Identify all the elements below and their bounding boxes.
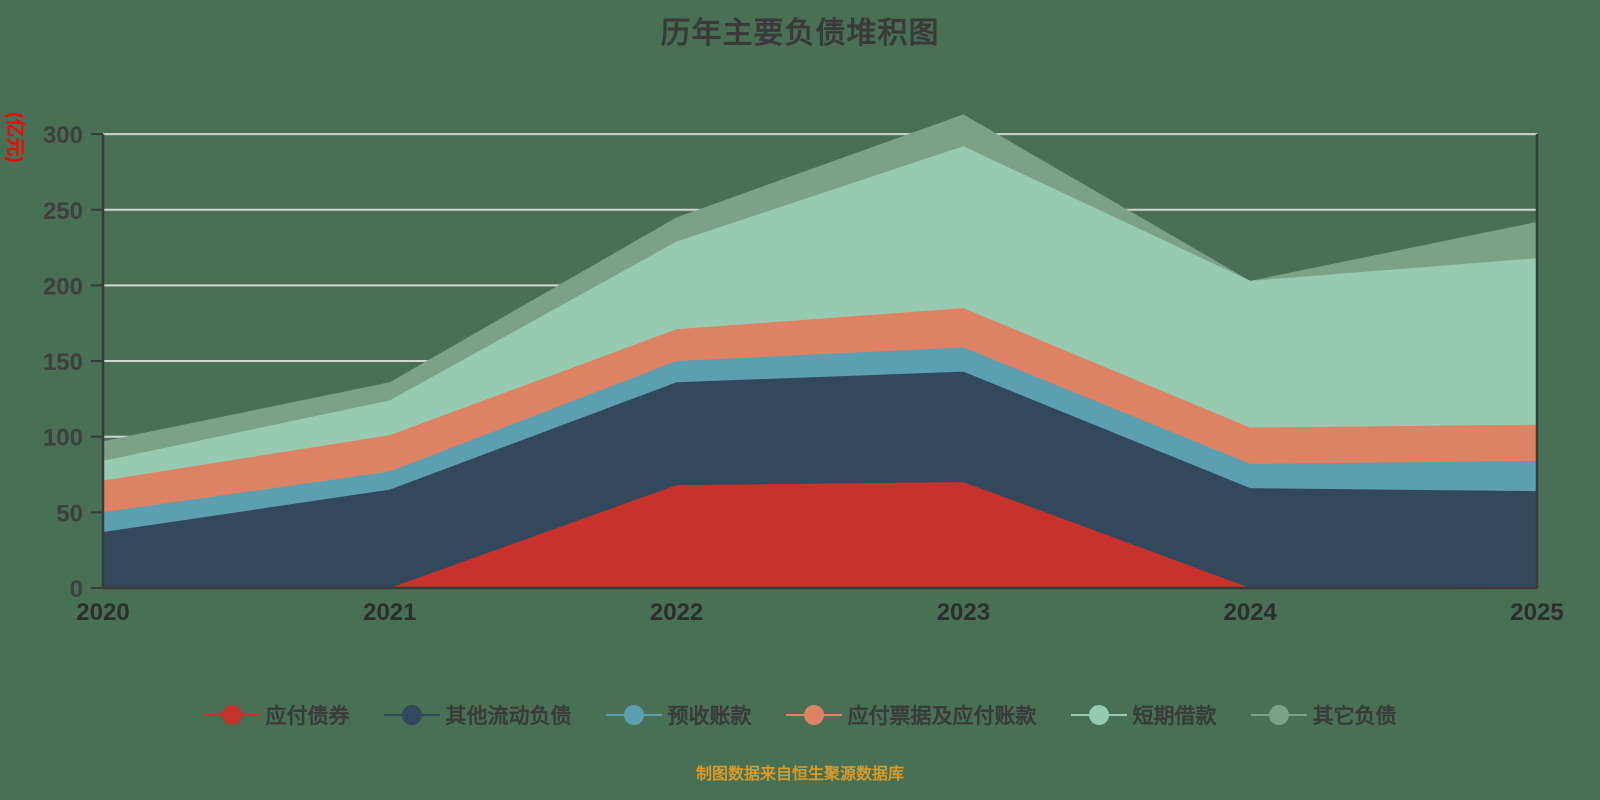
legend-item-6[interactable]: 其它负债: [1250, 700, 1397, 730]
x-tick-label: 2024: [1224, 599, 1278, 626]
x-tick-label: 2025: [1510, 599, 1563, 626]
x-tick-label: 2023: [937, 599, 990, 626]
y-tick-label: 150: [43, 349, 83, 376]
y-tick-label: 50: [56, 500, 83, 527]
chart-legend: 应付债券 其他流动负债 预收账款 应付票据及应付账款 短期借款 其它负债: [0, 700, 1600, 730]
legend-label: 应付债券: [265, 705, 350, 728]
legend-marker-icon: [1250, 702, 1307, 728]
legend-item-1[interactable]: 应付债券: [203, 700, 350, 730]
legend-label: 预收账款: [667, 705, 752, 728]
legend-marker-icon: [605, 702, 662, 728]
legend-dot: [623, 705, 644, 725]
y-tick-label: 250: [43, 198, 83, 225]
legend-marker-icon: [1070, 702, 1127, 728]
legend-item-2[interactable]: 其他流动负债: [383, 700, 572, 730]
x-tick-label: 2021: [363, 599, 416, 626]
y-tick-label: 100: [43, 425, 83, 452]
legend-label: 应付票据及应付账款: [847, 705, 1037, 728]
legend-item-4[interactable]: 应付票据及应付账款: [785, 700, 1037, 730]
page-title: 历年主要负债堆积图: [660, 17, 940, 50]
legend-label: 其它负债: [1312, 705, 1397, 728]
stacked-area-plot: 0 50 100 150 200 250 300 2020 2021 2022 2023 2024 20…: [43, 114, 1564, 626]
legend-marker-icon: [785, 702, 842, 728]
legend-marker-icon: [203, 702, 260, 728]
legend-dot: [803, 705, 824, 725]
legend-label: 其他流动负债: [445, 705, 572, 728]
legend-dot: [221, 705, 242, 725]
source-note: 制图数据来自恒生聚源数据库: [695, 766, 904, 783]
x-tick-label: 2020: [76, 599, 129, 626]
legend-item-5[interactable]: 短期借款: [1070, 700, 1217, 730]
legend-dot: [1088, 705, 1109, 725]
legend-label: 短期借款: [1132, 705, 1217, 728]
y-tick-label: 0: [70, 576, 83, 603]
legend-item-3[interactable]: 预收账款: [605, 700, 752, 730]
legend-dot: [401, 705, 422, 725]
legend-marker-icon: [383, 702, 440, 728]
legend-dot: [1268, 705, 1289, 725]
area-series-2: [103, 371, 1537, 588]
y-tick-label: 200: [43, 273, 83, 300]
y-tick-label: 300: [43, 122, 83, 149]
x-tick-label: 2022: [650, 599, 703, 626]
area-series-1: [103, 482, 1537, 588]
